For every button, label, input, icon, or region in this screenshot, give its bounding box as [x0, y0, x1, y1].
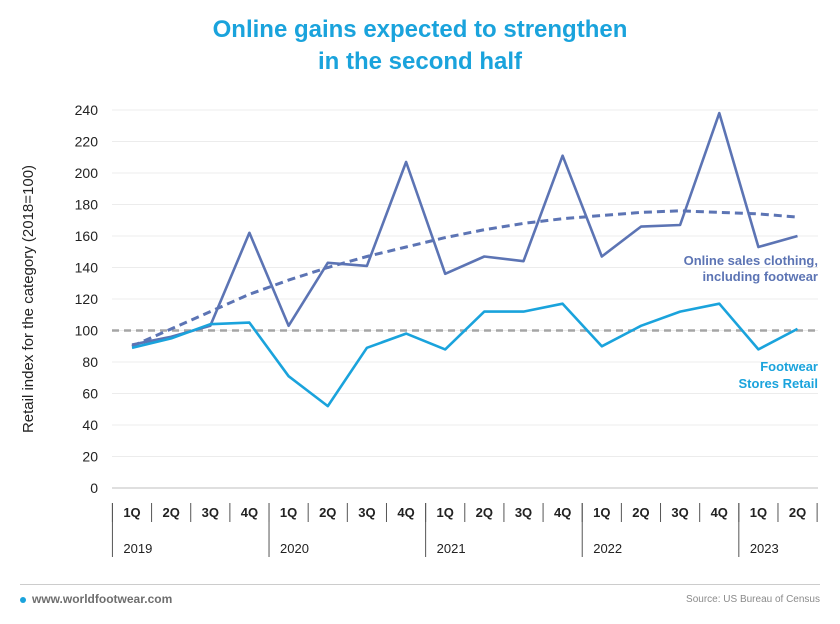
website-link[interactable]: www.worldfootwear.com: [32, 592, 173, 606]
year-label: 2023: [750, 541, 779, 556]
y-tick-label: 40: [82, 417, 98, 433]
x-tick-label: 4Q: [554, 505, 571, 520]
y-tick-label: 0: [90, 480, 98, 496]
x-tick-label: 3Q: [671, 505, 688, 520]
online-trendline: [131, 209, 798, 348]
x-tick-label: 4Q: [711, 505, 728, 520]
x-tick-label: 3Q: [515, 505, 532, 520]
x-tick-label: 3Q: [358, 505, 375, 520]
x-tick-label: 1Q: [437, 505, 454, 520]
x-tick-label: 1Q: [750, 505, 767, 520]
x-tick-label: 2Q: [789, 505, 806, 520]
y-tick-label: 80: [82, 354, 98, 370]
online-series-label: Online sales clothing,: [684, 253, 818, 268]
year-label: 2021: [437, 541, 466, 556]
bullet-dot-icon: [20, 596, 26, 603]
y-tick-label: 120: [75, 291, 99, 307]
chart-title: Online gains expected to strengthen in t…: [0, 14, 840, 78]
y-tick-label: 180: [75, 197, 99, 213]
y-tick-label: 220: [75, 134, 99, 150]
year-label: 2020: [280, 541, 309, 556]
y-tick-label: 20: [82, 449, 98, 465]
y-tick-label: 100: [75, 323, 99, 339]
x-tick-label: 3Q: [202, 505, 219, 520]
y-tick-label: 60: [82, 386, 98, 402]
online-sales-line: [131, 111, 798, 346]
x-tick-label: 1Q: [280, 505, 297, 520]
x-tick-label: 2Q: [632, 505, 649, 520]
footer-website[interactable]: www.worldfootwear.com: [20, 592, 172, 606]
x-tick-label: 2Q: [476, 505, 493, 520]
year-label: 2019: [123, 541, 152, 556]
x-tick-label: 4Q: [397, 505, 414, 520]
x-tick-label: 4Q: [241, 505, 258, 520]
x-tick-label: 2Q: [319, 505, 336, 520]
chart-title-line-2: in the second half: [317, 48, 523, 75]
source-note: Source: US Bureau of Census: [686, 594, 820, 605]
online-series-label: including footwear: [702, 269, 818, 284]
x-tick-label: 1Q: [123, 505, 140, 520]
footwear-series-label: Stores Retail: [739, 376, 818, 391]
x-tick-label: 1Q: [593, 505, 610, 520]
x-tick-label: 2Q: [162, 505, 179, 520]
y-tick-label: 240: [75, 102, 99, 118]
y-tick-label: 140: [75, 260, 99, 276]
y-tick-label: 160: [75, 228, 99, 244]
chart-title-line-1: Online gains expected to strengthen: [212, 16, 628, 43]
footwear-stores-line: [131, 302, 799, 408]
y-tick-label: 200: [75, 165, 99, 181]
y-axis-title: Retail index for the category (2018=100): [20, 165, 37, 433]
year-label: 2022: [593, 541, 622, 556]
footer-divider: [20, 584, 820, 585]
footwear-series-label: Footwear: [760, 359, 818, 374]
